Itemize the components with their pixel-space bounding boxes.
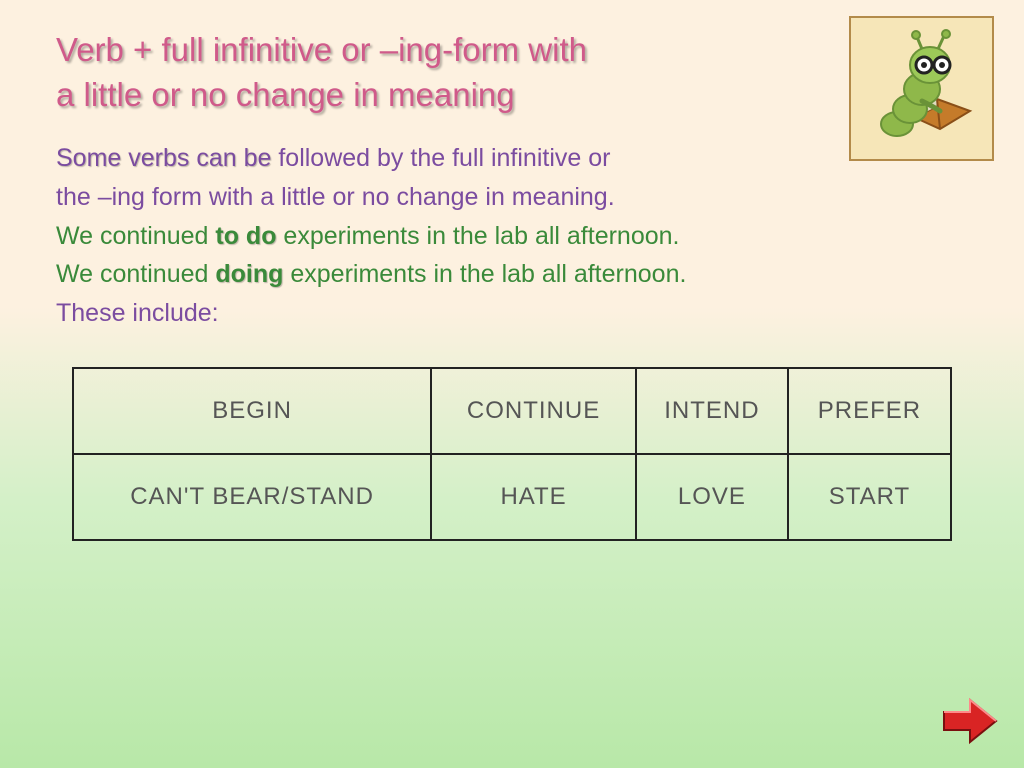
next-arrow-button[interactable] <box>940 696 1000 746</box>
ex2-em: doing <box>215 260 283 288</box>
table-row: BEGIN CONTINUE INTEND PREFER <box>73 368 951 454</box>
ex1-post: experiments in the lab all afternoon. <box>276 222 679 250</box>
mascot-image <box>849 16 994 161</box>
include-label: These include: <box>56 294 968 333</box>
slide-title: Verb + full infinitive or –ing-form with… <box>56 28 816 117</box>
intro-rest-1: followed by the full infinitive or <box>271 144 610 172</box>
ex2-post: experiments in the lab all afternoon. <box>283 260 686 288</box>
body-text: Some verbs can be followed by the full i… <box>56 139 968 333</box>
table-cell: LOVE <box>636 454 788 540</box>
table-cell: INTEND <box>636 368 788 454</box>
table-cell: START <box>788 454 951 540</box>
ex1-em: to do <box>215 222 276 250</box>
table-cell: BEGIN <box>73 368 431 454</box>
table-cell: CAN'T BEAR/STAND <box>73 454 431 540</box>
title-line-2: a little or no change in meaning <box>56 76 515 113</box>
table-cell: HATE <box>431 454 636 540</box>
title-line-1: Verb + full infinitive or –ing-form with <box>56 31 587 68</box>
table-cell: CONTINUE <box>431 368 636 454</box>
verb-table: BEGIN CONTINUE INTEND PREFER CAN'T BEAR/… <box>72 367 952 541</box>
table-cell: PREFER <box>788 368 951 454</box>
intro-lead: Some verbs can be <box>56 144 271 172</box>
intro-line-2: the –ing form with a little or no change… <box>56 178 968 217</box>
ex2-pre: We continued <box>56 260 215 288</box>
ex1-pre: We continued <box>56 222 215 250</box>
table-row: CAN'T BEAR/STAND HATE LOVE START <box>73 454 951 540</box>
